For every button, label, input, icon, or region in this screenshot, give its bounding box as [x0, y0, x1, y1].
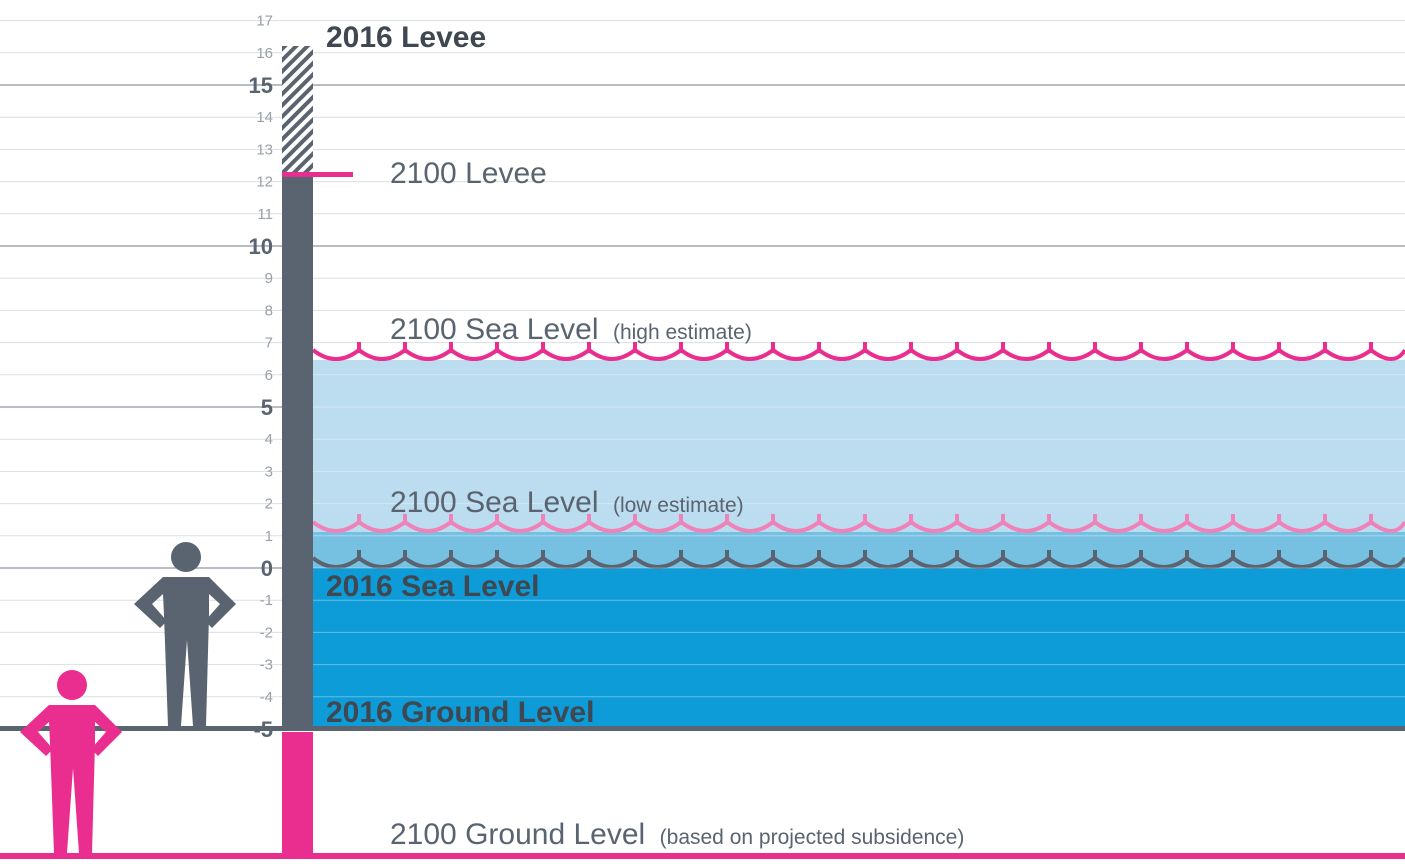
label-2016-ground-level: 2016 Ground Level [326, 696, 594, 729]
label-2016-levee: 2016 Levee [326, 21, 486, 54]
label-2100-sea-low-note: (low estimate) [613, 494, 744, 517]
water-layer-2100-high [313, 360, 1405, 532]
label-2100-levee: 2100 Levee [390, 157, 547, 190]
tick-label: 16 [256, 45, 273, 62]
person-2016-icon [134, 542, 236, 726]
tick-label: 4 [265, 431, 273, 448]
tick-label: 11 [257, 206, 273, 223]
label-2100-sea-low-main: 2100 Sea Level [390, 486, 599, 519]
tick-label: 6 [265, 367, 273, 384]
ground-line-2100 [0, 853, 1405, 859]
tick-label: 5 [261, 395, 273, 420]
tick-label: 1 [265, 528, 273, 545]
tick-label: 14 [256, 109, 273, 126]
ground-line-2016 [0, 726, 1405, 731]
tick-label: 2 [265, 496, 273, 513]
wave-line-2100-high [311, 342, 1405, 361]
label-2100-ground-level: 2100 Ground Level (based on projected su… [390, 818, 964, 851]
label-2100-sea-low: 2100 Sea Level (low estimate) [390, 486, 744, 519]
water-layer-2016 [313, 568, 1405, 728]
levee-column [282, 174, 313, 728]
label-2100-ground-note: (based on projected subsidence) [660, 826, 965, 849]
tick-label: 3 [265, 463, 273, 480]
water-grid-lines [313, 374, 1405, 698]
person-2100-icon [20, 670, 122, 853]
tick-label: 15 [249, 73, 273, 98]
label-2100-ground-main: 2100 Ground Level [390, 818, 645, 851]
tick-label: 10 [249, 234, 273, 259]
tick-label: -1 [260, 592, 273, 609]
tick-label: 8 [265, 302, 273, 319]
label-2016-sea-level: 2016 Sea Level [326, 570, 540, 603]
tick-label: -2 [260, 624, 273, 641]
tick-label: -4 [260, 689, 273, 706]
tick-label: -5 [253, 717, 273, 742]
tick-label: 13 [256, 141, 273, 158]
tick-label: 9 [265, 270, 273, 287]
levee-subsidence-section [282, 732, 313, 856]
wave-line-2100-low [311, 514, 1405, 533]
wave-line-2016 [311, 550, 1405, 569]
tick-label: 0 [261, 556, 273, 581]
levee-hatched-section [282, 46, 313, 174]
tick-label: -3 [260, 657, 273, 674]
label-2100-sea-high-main: 2100 Sea Level [390, 313, 599, 346]
tick-label: 12 [256, 174, 273, 191]
tick-label: 17 [256, 13, 273, 30]
levee-2100-marker [282, 172, 353, 177]
tick-label: 7 [265, 335, 273, 352]
label-2100-sea-high-note: (high estimate) [613, 321, 752, 344]
label-2100-sea-high: 2100 Sea Level (high estimate) [390, 313, 752, 346]
